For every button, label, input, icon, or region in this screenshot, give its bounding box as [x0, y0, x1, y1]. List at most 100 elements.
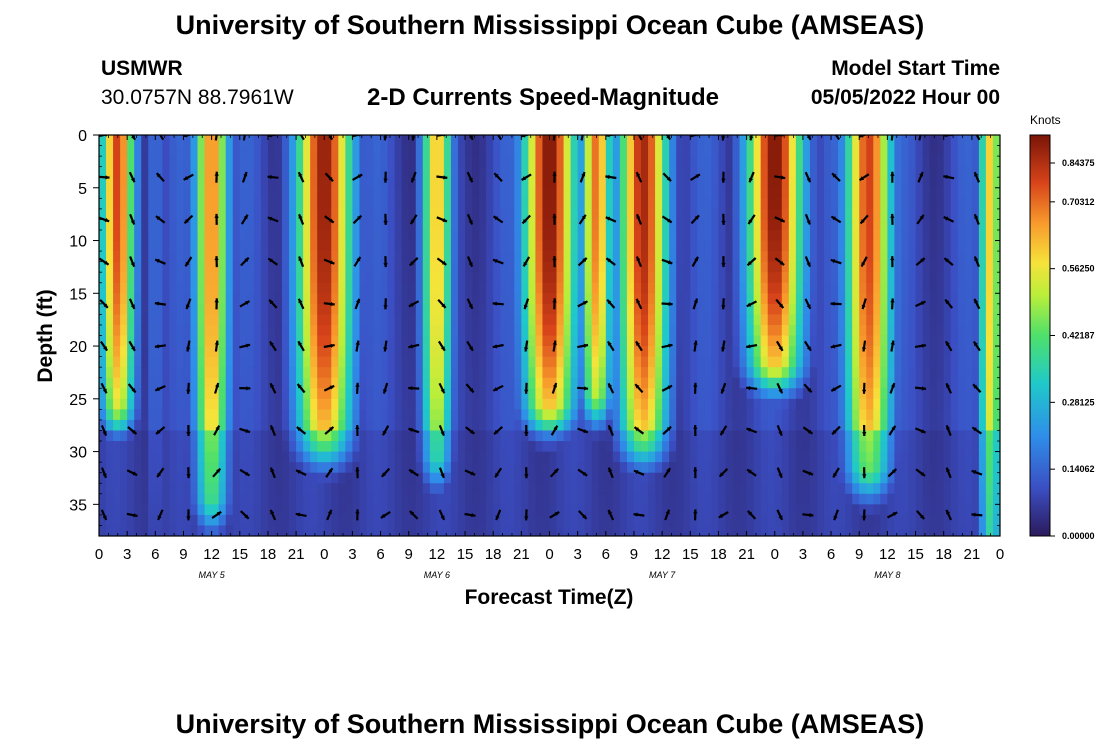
heatmap-cell — [662, 493, 670, 505]
heatmap-cell — [915, 493, 923, 505]
heatmap-cell — [450, 198, 459, 210]
heatmap-cell — [472, 335, 480, 347]
heatmap-cell — [528, 272, 536, 284]
heatmap-cell — [127, 314, 135, 326]
heatmap-cell — [887, 419, 895, 431]
heatmap-cell — [655, 208, 663, 220]
heatmap-cell — [415, 198, 424, 210]
heatmap-cell — [992, 430, 1000, 442]
heatmap-cell — [429, 240, 438, 252]
heatmap-cell — [605, 208, 614, 220]
heatmap-cell — [274, 377, 283, 389]
heatmap-cell — [971, 483, 980, 495]
heatmap-cell — [964, 472, 973, 484]
vector-head — [157, 130, 161, 135]
heatmap-cell — [310, 187, 318, 199]
heatmap-cell — [155, 493, 163, 505]
heatmap-cell — [901, 135, 909, 146]
heatmap-cell — [753, 251, 762, 263]
heatmap-cell — [324, 335, 332, 347]
heatmap-cell — [922, 240, 931, 252]
heatmap-cell — [317, 451, 325, 463]
heatmap-cell — [457, 409, 466, 421]
heatmap-cell — [162, 145, 170, 157]
heatmap-cell — [662, 198, 670, 210]
heatmap-cell — [633, 430, 642, 442]
heatmap-cell — [901, 388, 909, 400]
heatmap-cell — [859, 335, 867, 347]
heatmap-cell — [359, 398, 367, 410]
heatmap-cell — [274, 198, 283, 210]
heatmap-cell — [901, 293, 909, 305]
heatmap-cell — [795, 145, 804, 157]
heatmap-cell — [795, 156, 804, 168]
heatmap-cell — [387, 272, 396, 284]
heatmap-cell — [816, 145, 825, 157]
heatmap-cell — [662, 219, 670, 231]
heatmap-cell — [218, 282, 227, 294]
heatmap-cell — [894, 335, 902, 347]
heatmap-cell — [197, 356, 205, 368]
heatmap-cell — [845, 419, 853, 431]
heatmap-cell — [493, 135, 501, 146]
heatmap-cell — [866, 240, 874, 252]
heatmap-cell — [310, 419, 318, 431]
heatmap-cell — [704, 145, 712, 157]
heatmap-cell — [507, 451, 515, 463]
heatmap-cell — [120, 229, 128, 241]
heatmap-cell — [887, 166, 895, 178]
heatmap-cell — [831, 462, 839, 474]
heatmap-cell — [556, 377, 564, 389]
heatmap-cell — [725, 493, 733, 505]
heatmap-cell — [225, 219, 234, 231]
vector-head — [185, 304, 190, 309]
heatmap-cell — [619, 367, 628, 379]
heatmap-cell — [577, 314, 586, 326]
heatmap-cell — [359, 441, 367, 452]
heatmap-cell — [556, 303, 564, 315]
heatmap-cell — [732, 314, 740, 326]
heatmap-cell — [612, 324, 621, 336]
heatmap-cell — [317, 346, 325, 357]
heatmap-cell — [824, 356, 832, 368]
heatmap-cell — [267, 187, 276, 199]
heatmap-cell — [676, 514, 684, 526]
heatmap-cell — [676, 335, 684, 347]
heatmap-cell — [113, 398, 121, 410]
heatmap-cell — [795, 229, 804, 241]
heatmap-cell — [655, 251, 663, 263]
heatmap-cell — [260, 324, 269, 336]
heatmap-cell — [99, 367, 107, 379]
heatmap-cell — [648, 472, 656, 484]
heatmap-cell — [915, 145, 923, 157]
heatmap-cell — [894, 145, 902, 157]
heatmap-cell — [725, 303, 733, 315]
heatmap-cell — [641, 261, 649, 273]
heatmap-cell — [436, 293, 445, 305]
heatmap-cell — [718, 135, 726, 146]
heatmap-cell — [232, 240, 241, 252]
heatmap-cell — [500, 472, 508, 484]
heatmap-cell — [436, 177, 445, 189]
heatmap-cell — [429, 303, 438, 315]
heatmap-cell — [753, 504, 762, 516]
heatmap-cell — [908, 135, 916, 146]
heatmap-cell — [718, 462, 726, 474]
heatmap-cell — [619, 135, 628, 146]
heatmap-cell — [964, 208, 973, 220]
heatmap-cell — [190, 525, 198, 536]
heatmap-cell — [225, 198, 234, 210]
heatmap-cell — [795, 514, 804, 526]
heatmap-cell — [443, 324, 452, 336]
heatmap-cell — [760, 493, 769, 505]
heatmap-cell — [697, 504, 705, 516]
heatmap-cell — [514, 409, 522, 421]
heatmap-cell — [669, 293, 677, 305]
heatmap-cell — [429, 335, 438, 347]
heatmap-cell — [788, 156, 797, 168]
heatmap-cell — [831, 514, 839, 526]
heatmap-cell — [218, 261, 227, 273]
heatmap-cell — [535, 472, 543, 484]
heatmap-cell — [486, 377, 494, 389]
heatmap-cell — [577, 219, 586, 231]
